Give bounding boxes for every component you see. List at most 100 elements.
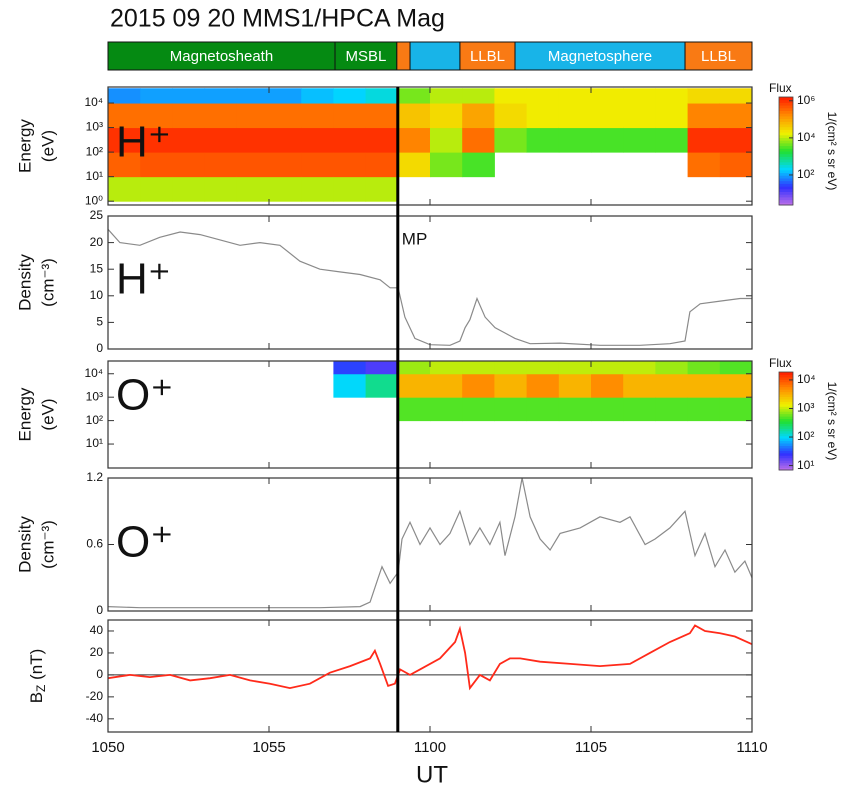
colorbar-cell [779,435,793,439]
colorbar-cell [779,110,793,114]
colorbar-cell [779,121,793,125]
spectrogram-cell [236,88,270,104]
spectrogram-cell [172,176,206,202]
spectrogram-cell [623,88,656,104]
region-band [396,41,411,71]
spectrogram-cell [655,397,689,422]
colorbar-cell [779,465,793,469]
y-tick-label: 10 [90,288,104,302]
panel: 0 5 10 15 20 25 Density (cm⁻³) H⁺ [15,208,753,355]
spectrogram-cell [140,176,173,202]
y-tick-label: 40 [90,623,104,637]
spectrogram-cell [108,88,141,104]
spectrogram-cell [108,127,141,153]
spectrogram-cell [204,127,238,153]
colorbar-cell [779,178,793,182]
colorbar-cell [779,440,793,444]
spectrogram-cell [333,103,367,129]
plot-area [108,478,752,609]
colorbar-cell [779,376,793,380]
spectrogram-cell [365,361,399,375]
colorbar-cell [779,455,793,459]
colorbar-cell [779,124,793,128]
colorbar-cell [779,443,793,446]
y-tick-label: 1.2 [86,470,103,484]
spectrogram-cell [558,88,592,104]
spectrogram-cell [526,373,560,398]
spectrogram-cell [623,103,656,129]
y-axis-label: (eV) [38,130,57,162]
spectrogram-cell [462,373,495,398]
colorbar-cell [779,153,793,157]
spectrogram-cell [397,373,431,398]
panel: 10¹ 10² 10³ 10⁴ Flux 1/(cm² s sr eV) 10¹ 10² 10³… [15,356,838,472]
spectrogram-cell [591,361,624,375]
spectrogram-cell [655,361,689,375]
spectrogram-cell [301,103,334,129]
colorbar-tick-label: 10² [797,167,814,181]
y-tick-label: -20 [86,689,104,703]
spectrogram-cell [333,127,367,153]
spectrogram-cell [591,103,624,129]
spectrogram-cell [687,88,721,104]
y-axis-label: Density [15,516,34,573]
colorbar-cell [779,411,793,415]
spectrogram-cell [269,103,302,129]
spectrogram-cell [558,373,592,398]
colorbar-cell [779,428,793,432]
colorbar-cell [779,137,793,141]
spectrogram-cell [623,397,656,422]
colorbar-cell [779,398,793,402]
spectrogram-cell [623,127,656,153]
spectrogram-cell [365,152,399,178]
spectrogram-cell [591,127,624,153]
y-axis-label: Density [15,254,34,311]
spectrogram-cell [301,176,334,202]
y-axis-label-unit: (nT) [27,649,46,685]
panel-label: H⁺ [116,255,171,304]
spectrogram-cell [365,373,399,398]
colorbar-cell [779,396,793,400]
spectrogram-cell [623,373,656,398]
y-tick-label: 10³ [86,389,103,403]
panel-label: O⁺ [116,371,173,420]
y-axis-label: (cm⁻³) [38,258,57,307]
colorbar-cell [779,394,793,397]
spectrogram-cell [365,103,399,129]
plot-area [333,361,752,422]
y-tick-label: 0.6 [86,537,103,551]
spectrogram-cell [269,176,302,202]
region-band [334,41,398,71]
spectrogram-cell [430,397,463,422]
colorbar-cell [779,406,793,410]
spectrogram-cell [719,127,752,153]
colorbar-cell [779,132,793,136]
panel-frame [107,477,753,612]
spectrogram-cell [140,103,173,129]
plot-area [108,228,752,346]
spectrogram-cell [558,361,592,375]
colorbar-title: Flux [769,356,792,370]
panel: 0 0.6 1.2 Density (cm⁻³) O⁺ [15,470,753,617]
spectrogram-cell [108,103,141,129]
colorbar-tick-label: 10³ [797,401,814,415]
spectrogram-cell [655,127,689,153]
spectrogram-cell [591,373,624,398]
spectrogram-cell [365,176,399,202]
colorbar-cell [779,423,793,427]
colorbar-cell [779,462,793,466]
spectrogram-cell [526,88,560,104]
spectrogram-cell [719,373,752,398]
spectrogram-cell [430,373,463,398]
spectrogram-cell [172,88,206,104]
region-band [107,41,336,71]
spectrogram-cell [430,152,463,178]
colorbar-cell [779,384,793,388]
colorbar-cell [779,172,793,176]
y-axis-label: (eV) [38,398,57,430]
marker-label: MP [402,229,428,248]
colorbar-cell [779,164,793,168]
colorbar-tick-label: 10⁶ [797,93,815,107]
data-line [108,228,752,346]
region-label: LLBL [701,48,736,65]
